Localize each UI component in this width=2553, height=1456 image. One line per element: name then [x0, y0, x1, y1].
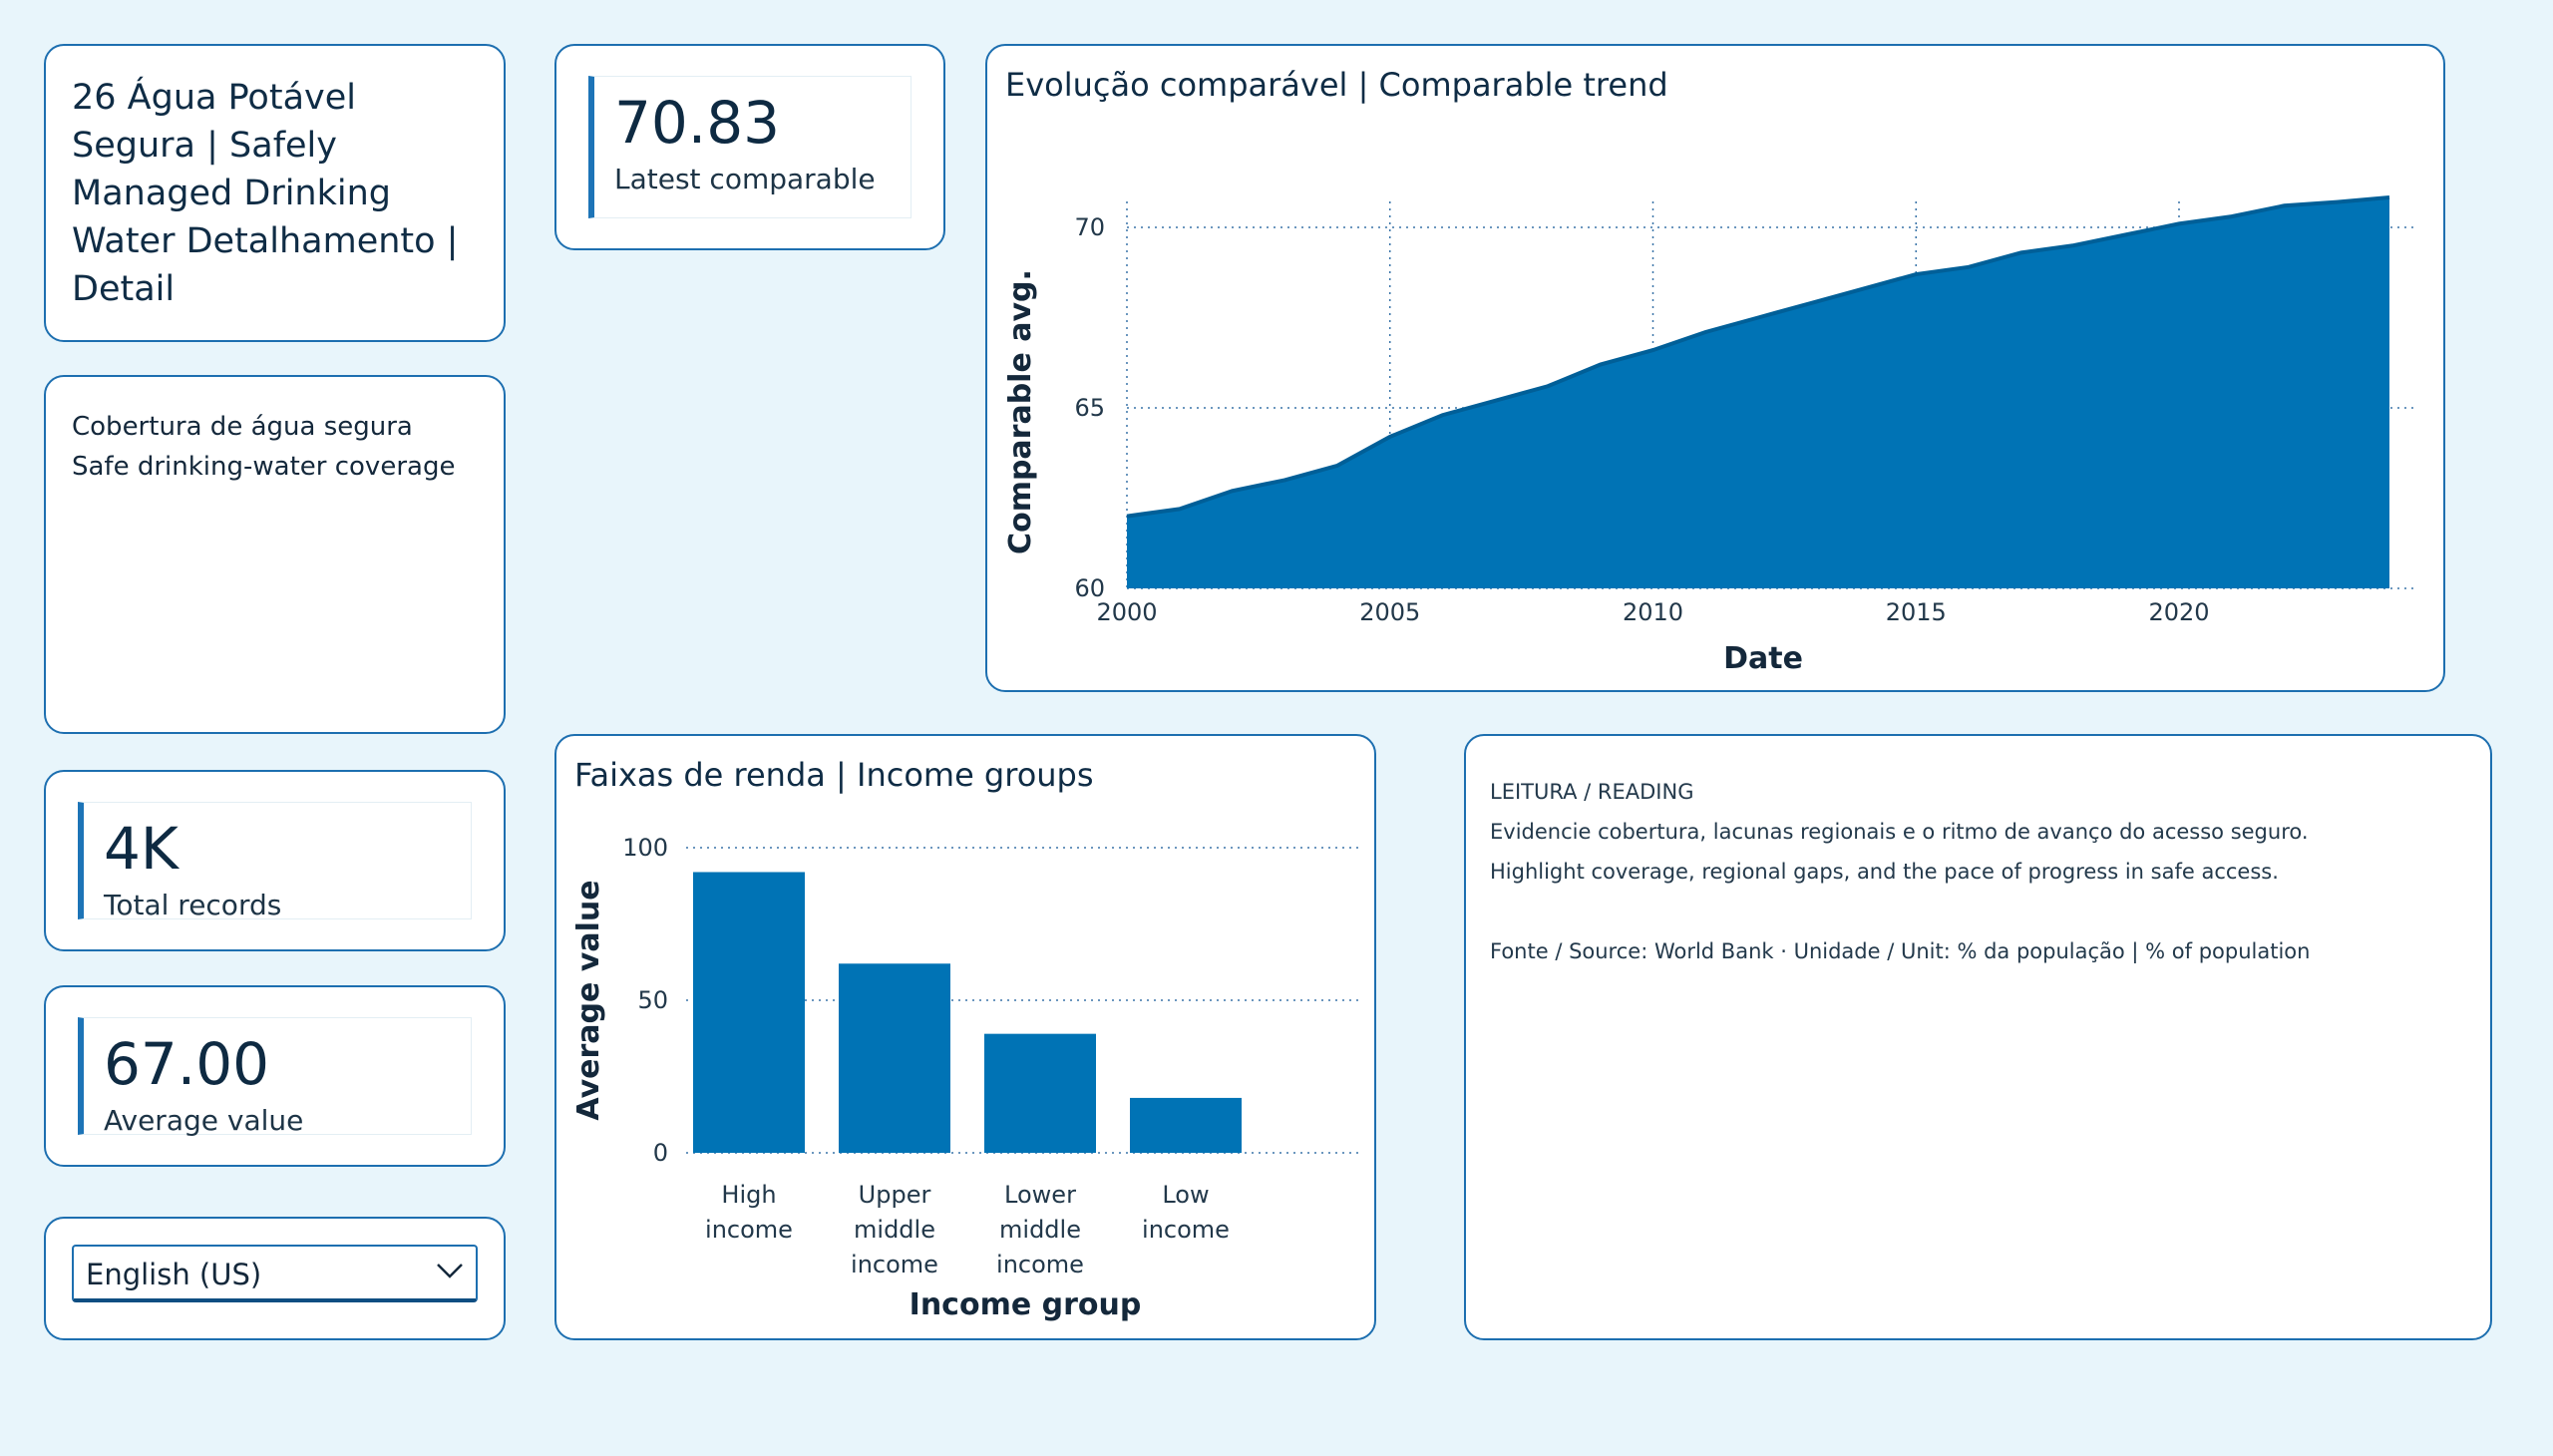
kpi-average-value: 67.00 [104, 1030, 270, 1098]
reading-heading: LEITURA / READING [1490, 780, 1694, 804]
kpi-latest-label: Latest comparable [614, 163, 876, 195]
trend-ytick-label: 70 [1074, 213, 1105, 241]
income-category-label: High [721, 1181, 776, 1209]
kpi-card-average-value: 67.00 Average value [44, 985, 506, 1167]
trend-chart: 60 65 70 2000 2005 2010 2015 2020 Date Comparable… [1003, 194, 2415, 676]
income-bar [693, 872, 805, 1153]
trend-xtick-label: 2020 [2148, 598, 2209, 626]
reading-card: LEITURA / READING Evidencie cobertura, l… [1464, 734, 2492, 1340]
trend-xtick-label: 2005 [1359, 598, 1420, 626]
trend-ytick-label: 65 [1074, 394, 1105, 422]
income-ytick-label: 100 [622, 834, 668, 862]
income-chart-title: Faixas de renda | Income groups [574, 756, 1094, 794]
income-category-label: income [851, 1251, 938, 1278]
chevron-down-icon [437, 1264, 463, 1278]
income-bar [984, 1033, 1096, 1153]
coverage-title-pt: Cobertura de água segura [72, 412, 413, 442]
kpi-latest-value: 70.83 [614, 89, 781, 157]
title-card: 26 Água Potável Segura | Safely Managed … [44, 44, 506, 342]
income-ytick-label: 0 [653, 1139, 668, 1167]
income-category-label: Upper [859, 1181, 931, 1209]
income-category-label: Low [1162, 1181, 1209, 1209]
income-category-label: income [1142, 1216, 1230, 1244]
kpi-average-label: Average value [104, 1104, 304, 1137]
trend-line [1126, 194, 2390, 519]
kpi-card-latest-comparable: 70.83 Latest comparable [554, 44, 945, 250]
trend-y-axis-title: Comparable avg. [1003, 269, 1038, 554]
kpi-records-label: Total records [104, 889, 282, 921]
coverage-card: Cobertura de água segura Safe drinking-w… [44, 375, 506, 734]
coverage-title-en: Safe drinking-water coverage [72, 452, 456, 482]
income-chart-card: Faixas de renda | Income groups 0 50 100 Hi… [554, 734, 1376, 1340]
income-ytick-label: 50 [637, 986, 668, 1014]
income-chart: 0 50 100 High income Upper middle income Lower mi… [571, 834, 1362, 1322]
trend-xtick-label: 2010 [1623, 598, 1683, 626]
reading-text-pt: Evidencie cobertura, lacunas regionais e… [1490, 820, 2309, 844]
language-selected-value: English (US) [86, 1258, 262, 1291]
trend-xtick-label: 2015 [1886, 598, 1947, 626]
income-category-label: middle [854, 1216, 935, 1244]
income-category-label: Lower [1004, 1181, 1076, 1209]
trend-ytick-label: 60 [1074, 574, 1105, 602]
reading-source: Fonte / Source: World Bank · Unidade / U… [1490, 939, 2311, 963]
income-bar [839, 963, 950, 1153]
income-category-label: income [705, 1216, 793, 1244]
trend-chart-card: Evolução comparável | Comparable trend 6… [985, 44, 2445, 692]
kpi-records-value: 4K [104, 815, 179, 883]
income-x-axis-title: Income group [910, 1287, 1142, 1322]
trend-chart-title: Evolução comparável | Comparable trend [1005, 66, 1668, 104]
income-y-axis-title: Average value [571, 880, 606, 1120]
kpi-latest-inner: 70.83 Latest comparable [588, 76, 912, 218]
income-category-label: income [996, 1251, 1084, 1278]
income-category-label: middle [999, 1216, 1081, 1244]
language-dropdown[interactable]: English (US) [72, 1245, 478, 1302]
language-card: English (US) [44, 1217, 506, 1340]
page-title: 26 Água Potável Segura | Safely Managed … [72, 78, 459, 309]
income-bar [1130, 1097, 1242, 1153]
kpi-card-total-records: 4K Total records [44, 770, 506, 951]
trend-xtick-label: 2000 [1096, 598, 1157, 626]
trend-x-axis-title: Date [1723, 641, 1803, 676]
kpi-records-inner: 4K Total records [78, 802, 472, 921]
reading-text-en: Highlight coverage, regional gaps, and t… [1490, 860, 2279, 884]
kpi-average-inner: 67.00 Average value [78, 1017, 472, 1137]
trend-area [1127, 196, 2389, 589]
